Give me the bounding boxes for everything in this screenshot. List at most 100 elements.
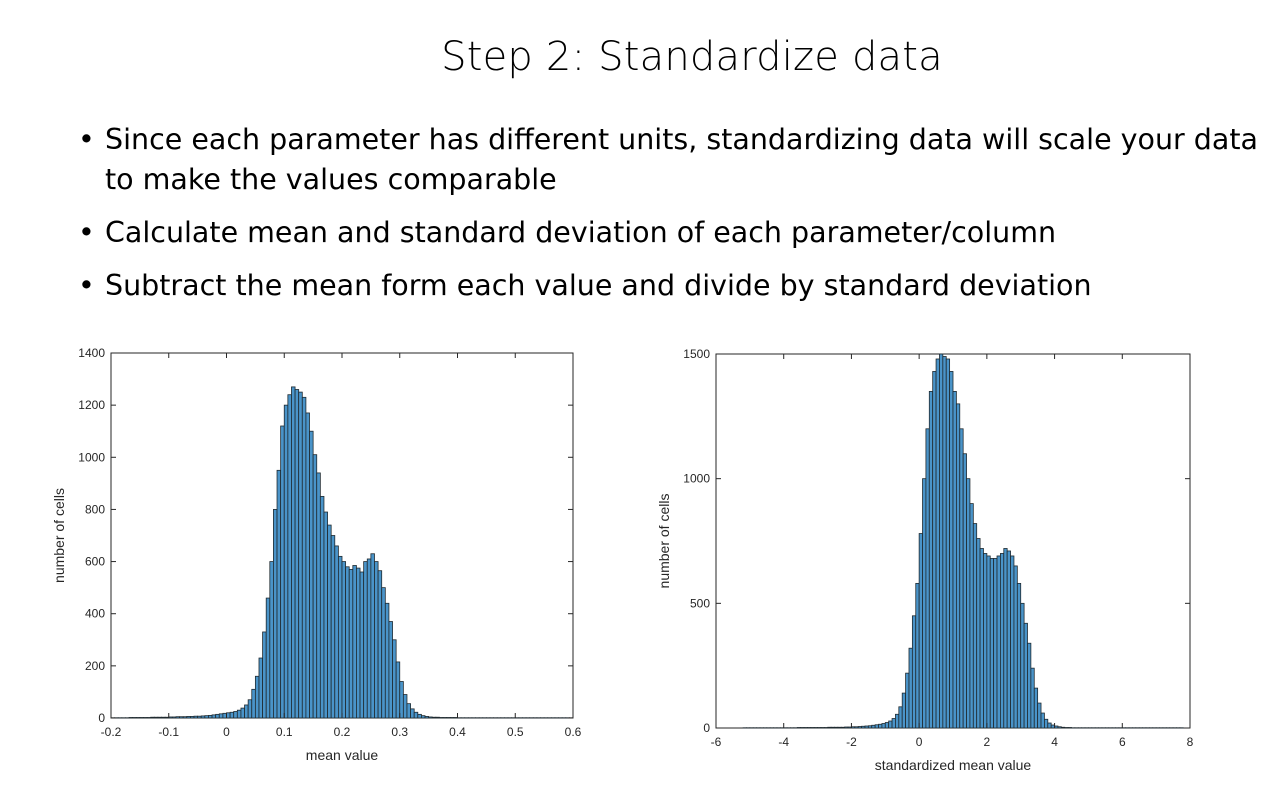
x-tick-label: 0.3: [391, 725, 408, 739]
histogram-bar: [986, 555, 991, 729]
histogram-bar: [881, 723, 886, 729]
x-tick-label: -6: [711, 735, 722, 749]
histogram-bar: [867, 725, 873, 729]
histogram-bar: [874, 724, 879, 729]
histogram-bar: [1060, 726, 1066, 729]
histogram-bar: [830, 726, 835, 729]
histogram-bar: [955, 403, 961, 729]
histogram-bar: [827, 726, 832, 729]
histogram-bar: [908, 647, 913, 729]
histogram-bar: [1054, 725, 1059, 729]
y-tick-label: 200: [85, 659, 105, 673]
y-tick-label: 500: [690, 596, 710, 610]
x-tick-label: 0.1: [276, 725, 293, 739]
bullet-item: Calculate mean and standard deviation of…: [78, 213, 1283, 253]
histogram-bar: [952, 390, 957, 729]
bullet-item: Since each parameter has different units…: [78, 120, 1283, 200]
histogram-bar: [1037, 702, 1042, 729]
y-axis-label: number of cells: [51, 488, 67, 583]
histogram-bar: [1044, 718, 1049, 729]
histogram-bar: [1010, 555, 1015, 729]
bullet-list: Since each parameter has different units…: [78, 120, 1283, 319]
histogram-bar: [989, 558, 995, 729]
histogram-bar: [922, 478, 927, 729]
y-tick-label: 1500: [683, 347, 710, 361]
histogram-bar: [834, 726, 839, 729]
histogram-bar: [1027, 642, 1032, 729]
y-tick-label: 1000: [683, 472, 710, 486]
histogram-bar: [979, 548, 984, 729]
x-tick-label: 0.5: [507, 725, 524, 739]
y-tick-label: 1200: [78, 398, 105, 412]
histogram-bar: [969, 503, 974, 729]
histogram-bar: [911, 615, 917, 729]
histogram-bar: [878, 723, 883, 729]
x-tick-label: -0.2: [101, 725, 122, 739]
x-axis-label: mean value: [306, 747, 379, 763]
histogram-bar: [1000, 553, 1005, 729]
histogram-bar: [884, 722, 890, 729]
histogram-bar: [949, 371, 954, 729]
histogram-bar: [847, 726, 852, 729]
histogram-bar: [840, 726, 846, 729]
histogram-bar: [1006, 550, 1011, 729]
x-tick-label: 0.6: [565, 725, 582, 739]
histogram-bar: [993, 558, 998, 729]
x-tick-label: 2: [984, 735, 991, 749]
histogram-bar: [959, 428, 964, 729]
histogram-bar: [864, 725, 869, 729]
histogram-bar: [1013, 565, 1018, 729]
x-tick-label: 6: [1119, 735, 1126, 749]
histogram-bar: [1050, 724, 1055, 729]
histogram-bar: [925, 428, 930, 729]
histogram-bar: [857, 726, 862, 729]
histogram-bar: [918, 533, 923, 729]
slide-title: Step 2: Standardize data: [441, 34, 943, 80]
y-tick-label: 1000: [78, 450, 105, 464]
histogram-bar: [915, 582, 920, 729]
histogram-bar: [901, 692, 907, 729]
x-tick-label: 0: [223, 725, 230, 739]
y-tick-label: 800: [85, 502, 105, 516]
histogram-bar: [945, 358, 951, 729]
histogram-bar: [1040, 712, 1045, 729]
histogram-bar: [905, 672, 910, 729]
histogram-bar: [1033, 687, 1039, 729]
x-tick-label: 8: [1187, 735, 1194, 749]
histogram-bar: [1003, 548, 1008, 729]
histogram-bar: [1023, 622, 1028, 729]
histogram-bar: [1020, 602, 1025, 729]
x-tick-label: -2: [846, 735, 857, 749]
histogram-bar: [939, 353, 944, 729]
y-tick-label: 0: [703, 721, 710, 735]
y-tick-label: 400: [85, 607, 105, 621]
y-tick-label: 1400: [78, 346, 105, 360]
histogram-bar: [928, 390, 934, 729]
histogram-bar: [1047, 722, 1052, 729]
x-tick-label: -4: [778, 735, 789, 749]
histogram-bar: [861, 725, 866, 729]
histogram-bar: [942, 356, 947, 729]
histogram-bar: [966, 478, 971, 729]
histogram-bar: [932, 371, 937, 729]
histogram-bar: [976, 538, 981, 729]
histogram-bar: [888, 720, 893, 729]
x-tick-label: -0.1: [158, 725, 179, 739]
histogram-bar: [898, 706, 903, 729]
histogram-bar: [844, 726, 849, 729]
histogram-bar: [1016, 582, 1022, 729]
y-tick-label: 600: [85, 555, 105, 569]
y-axis-label: number of cells: [656, 494, 672, 589]
histogram-bar: [895, 713, 900, 729]
histogram-bar: [996, 555, 1001, 729]
histogram-bar: [962, 453, 967, 729]
x-tick-label: 4: [1051, 735, 1058, 749]
histogram-bar: [935, 358, 940, 729]
histogram-bar: [983, 553, 988, 729]
histogram-bar: [854, 726, 859, 729]
x-axis-label: standardized mean value: [875, 757, 1032, 773]
histogram-bar: [891, 718, 896, 729]
x-tick-label: 0.4: [449, 725, 466, 739]
histogram-bar: [1030, 667, 1035, 729]
